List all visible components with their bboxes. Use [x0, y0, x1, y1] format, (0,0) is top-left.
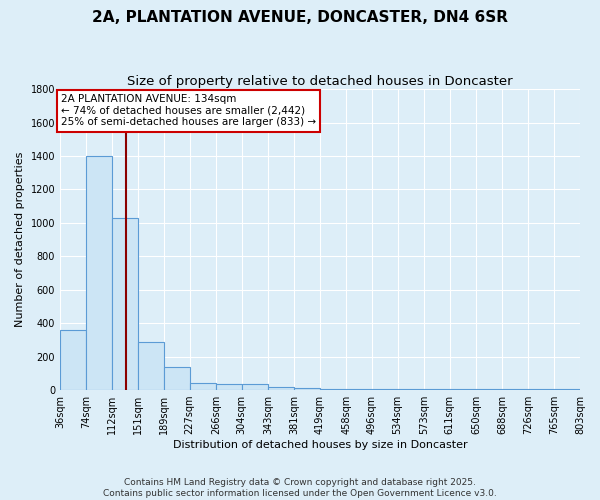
Text: Contains HM Land Registry data © Crown copyright and database right 2025.
Contai: Contains HM Land Registry data © Crown c…	[103, 478, 497, 498]
Title: Size of property relative to detached houses in Doncaster: Size of property relative to detached ho…	[127, 75, 513, 88]
Bar	[502, 389, 528, 390]
Text: 2A PLANTATION AVENUE: 134sqm
← 74% of detached houses are smaller (2,442)
25% of: 2A PLANTATION AVENUE: 134sqm ← 74% of de…	[61, 94, 316, 128]
Bar	[320, 389, 346, 390]
X-axis label: Distribution of detached houses by size in Doncaster: Distribution of detached houses by size …	[173, 440, 467, 450]
Bar	[112, 218, 138, 390]
Bar	[294, 388, 320, 390]
Bar	[138, 342, 164, 390]
Text: 2A, PLANTATION AVENUE, DONCASTER, DN4 6SR: 2A, PLANTATION AVENUE, DONCASTER, DN4 6S…	[92, 10, 508, 25]
Bar	[164, 366, 190, 390]
Bar	[476, 389, 502, 390]
Bar	[450, 389, 476, 390]
Bar	[424, 389, 450, 390]
Bar	[60, 330, 86, 390]
Bar	[86, 156, 112, 390]
Bar	[528, 389, 554, 390]
Bar	[216, 384, 242, 390]
Bar	[372, 389, 398, 390]
Bar	[242, 384, 268, 390]
Y-axis label: Number of detached properties: Number of detached properties	[15, 152, 25, 328]
Bar	[268, 386, 294, 390]
Bar	[554, 389, 580, 390]
Bar	[398, 389, 424, 390]
Bar	[346, 389, 372, 390]
Bar	[190, 382, 216, 390]
